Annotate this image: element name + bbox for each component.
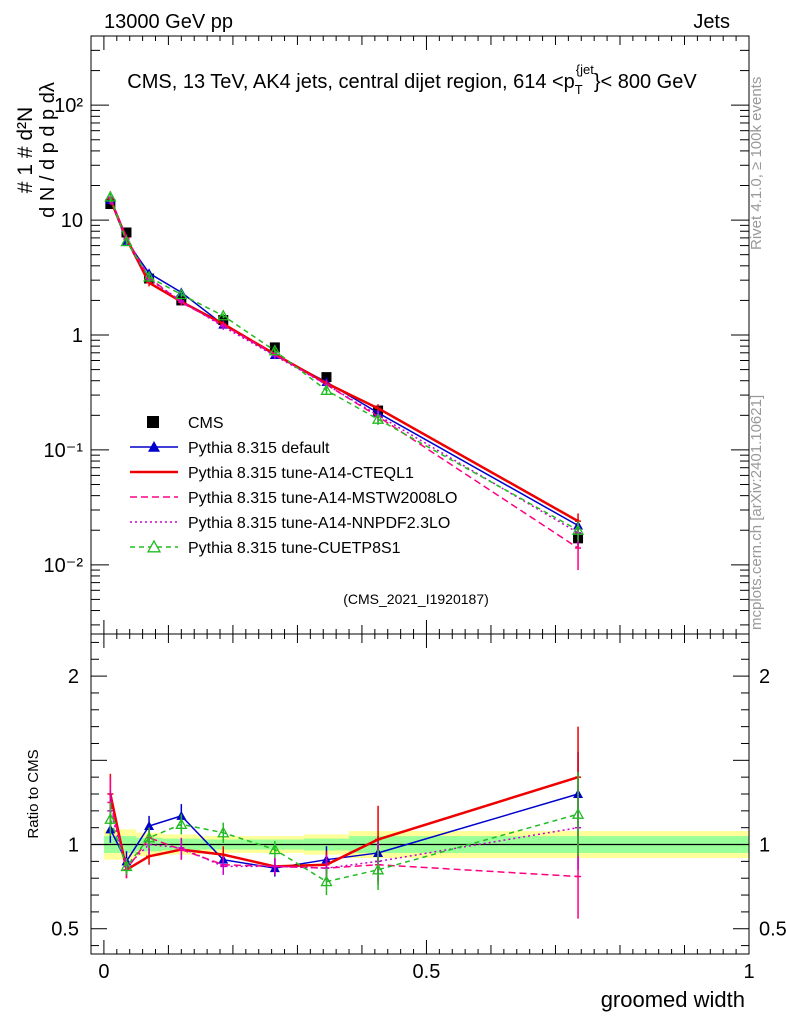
main-plot: 10⁻² 10⁻¹ 1 10 10² CMS, 13 TeV, AK4 jets, ce… xyxy=(14,35,750,635)
main-point-cuetp8s1 xyxy=(320,383,333,395)
legend: CMS Pythia 8.315 default Pythia 8.315 tune… xyxy=(130,415,457,557)
main-point-cuetp8s1 xyxy=(371,412,385,424)
svg-text:Ratio to CMS: Ratio to CMS xyxy=(25,749,42,838)
main-point-cuetp8s1 xyxy=(217,309,230,321)
main-y-tick-label: 1 xyxy=(72,325,83,347)
ratio-point-default xyxy=(144,821,155,830)
ratio-y-tick-label-right: 2 xyxy=(759,666,770,688)
main-point-cuetp8s1 xyxy=(571,523,585,535)
main-title: CMS, 13 TeV, AK4 jets, central dijet reg… xyxy=(127,62,697,97)
main-y-tick-label: 10 xyxy=(61,210,83,232)
main-point-cms xyxy=(121,227,132,238)
legend-label-cteql1: Pythia 8.315 tune-A14-CTEQL1 xyxy=(188,465,414,482)
ratio-y-tick-label-right: 0.5 xyxy=(759,919,786,941)
header-left: 13000 GeV pp xyxy=(104,11,233,33)
ratio-point-cuetp8s1 xyxy=(104,812,117,824)
main-y-axis-label-2: d N / d p d p dλ xyxy=(37,82,59,218)
side-label-bottom: mcplots.cern.ch [arXiv:2401.10621] xyxy=(748,395,765,630)
ratio-point-cuetp8s1 xyxy=(571,807,585,819)
ratio-frame xyxy=(90,633,750,955)
main-point-cuetp8s1 xyxy=(104,190,117,202)
ratio-y-tick-label: 1 xyxy=(68,835,79,857)
ratio-y-axis-label: Ratio to CMS xyxy=(25,749,42,838)
ratio-y-tick-label: 2 xyxy=(68,666,79,688)
legend-label-default: Pythia 8.315 default xyxy=(188,440,330,457)
main-point-cuetp8s1 xyxy=(175,288,188,300)
ratio-point-cuetp8s1 xyxy=(320,875,333,887)
x-axis-label: groomed width xyxy=(601,987,745,1012)
main-y-tick-label: 10² xyxy=(54,95,83,117)
ratio-point-cuetp8s1 xyxy=(371,863,385,875)
legend-label-cuetp8s1: Pythia 8.315 tune-CUETP8S1 xyxy=(188,540,401,557)
ratio-line-nnpdf xyxy=(109,810,579,869)
main-y-tick-label: 10⁻¹ xyxy=(44,440,84,462)
ratio-point-cuetp8s1 xyxy=(217,826,230,838)
svg-text:d N / d p d p dλ: d N / d p d p dλ xyxy=(37,82,59,218)
x-tick-label: 0 xyxy=(98,961,109,983)
x-tick-label: 0.5 xyxy=(413,961,441,983)
ratio-y-tick-label-right: 1 xyxy=(759,835,770,857)
legend-label-cms: CMS xyxy=(188,415,224,432)
ratio-point-cuetp8s1 xyxy=(175,817,188,829)
ratio-y-tick-label: 0.5 xyxy=(51,919,79,941)
svg-text:mcplots.cern.ch [arXiv:2401.10: mcplots.cern.ch [arXiv:2401.10621] xyxy=(748,395,765,630)
legend-label-mstw: Pythia 8.315 tune-A14-MSTW2008LO xyxy=(188,490,457,507)
legend-marker-default xyxy=(148,441,160,452)
main-point-cms xyxy=(269,342,280,353)
legend-label-nnpdf: Pythia 8.315 tune-A14-NNPDF2.3LO xyxy=(188,515,450,532)
x-tick-label: 1 xyxy=(743,961,754,983)
legend-marker-cms xyxy=(147,416,159,428)
svg-text:Rivet 4.1.0, ≥ 100k events: Rivet 4.1.0, ≥ 100k events xyxy=(748,77,765,250)
ratio-point-cuetp8s1 xyxy=(268,843,281,855)
analysis-id: (CMS_2021_I1920187) xyxy=(343,591,489,607)
main-point-cuetp8s1 xyxy=(268,344,281,356)
main-line-nnpdf xyxy=(109,197,579,534)
main-y-tick-label: 10⁻² xyxy=(44,555,84,577)
side-label-top: Rivet 4.1.0, ≥ 100k events xyxy=(748,77,765,250)
legend-marker-cuetp8s1 xyxy=(146,539,162,553)
main-y-axis-label: # 1 # d²N xyxy=(14,107,37,193)
ratio-plot: 0.5 0.51 12 20 0.5 1 Ratio to CMS groomed wid… xyxy=(25,633,786,1012)
svg-text:# 1 # d²N: # 1 # d²N xyxy=(14,107,37,193)
ratio-point-cuetp8s1 xyxy=(142,831,156,843)
ratio-point-cuetp8s1 xyxy=(120,860,133,872)
main-point-cuetp8s1 xyxy=(120,235,133,247)
header-right: Jets xyxy=(693,11,730,33)
main-point-cuetp8s1 xyxy=(142,270,156,282)
